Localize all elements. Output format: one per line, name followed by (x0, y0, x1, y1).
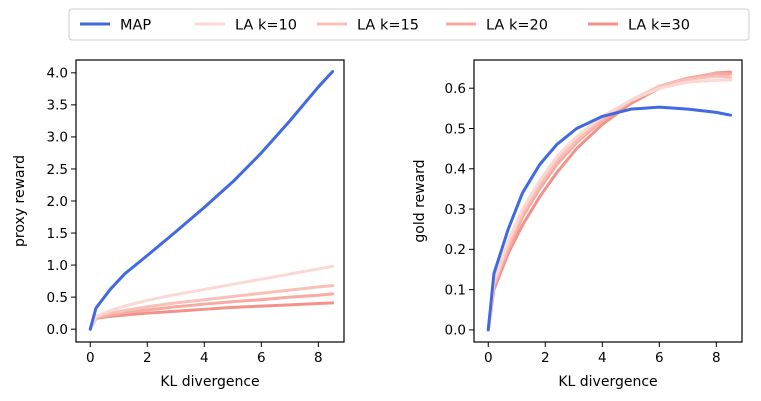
legend-frame (68, 8, 750, 41)
series-group (88, 70, 335, 331)
y-tick-label: 3.5 (47, 98, 68, 114)
y-tick-label: 4.0 (47, 66, 68, 82)
line-la-k-20 (88, 292, 335, 331)
y-tick-label: 0.6 (445, 81, 466, 97)
y-tick-label: 0.0 (47, 322, 68, 338)
x-tick-label: 8 (712, 350, 721, 366)
line-la-k-10 (486, 78, 733, 332)
y-tick-label: 0.5 (445, 121, 466, 137)
line-la-k-10 (88, 264, 335, 331)
y-tick-label: 2.0 (47, 194, 68, 210)
y-tick-label: 3.0 (47, 130, 68, 146)
x-axis-label: KL divergence (558, 374, 657, 390)
x-tick-label: 0 (484, 350, 493, 366)
x-tick-label: 6 (257, 350, 266, 366)
y-tick-label: 2.5 (47, 162, 68, 178)
y-tick-label: 0.5 (47, 290, 68, 306)
y-axis-label: proxy reward (12, 155, 28, 247)
legend-label-map: MAP (120, 18, 151, 34)
proxy-reward-panel: 0 2 4 6 8 0.0 0.5 1.0 1.5 2.0 2.5 3.0 3.5 4.0 KL diver… (12, 59, 345, 390)
x-axis-label: KL divergence (160, 374, 259, 390)
x-tick-label: 4 (598, 350, 607, 366)
y-tick-label: 1.0 (47, 258, 68, 274)
y-tick-label: 0.0 (445, 323, 466, 339)
y-tick-label: 0.1 (445, 282, 466, 298)
legend: MAP LA k=10 LA k=15 LA k=20 LA k=30 (68, 8, 750, 41)
line-map (88, 70, 335, 331)
x-tick-label: 2 (541, 350, 550, 366)
gold-reward-panel: 0 2 4 6 8 0.0 0.1 0.2 0.3 0.4 0.5 0.6 KL divergence g… (412, 59, 743, 390)
y-tick-label: 0.4 (445, 162, 466, 178)
x-tick-label: 6 (655, 350, 664, 366)
x-tick-label: 2 (143, 350, 152, 366)
legend-label-la-k-20: LA k=20 (486, 18, 548, 34)
x-tick-label: 8 (314, 350, 323, 366)
y-tick-label: 1.5 (47, 226, 68, 242)
line-la-k-15 (88, 284, 335, 331)
line-map (486, 105, 733, 332)
x-tick-label: 0 (86, 350, 95, 366)
legend-label-la-k-30: LA k=30 (628, 18, 690, 34)
x-tick-label: 4 (200, 350, 209, 366)
y-tick-label: 0.2 (445, 242, 466, 258)
legend-label-la-k-15: LA k=15 (357, 18, 419, 34)
y-axis-label: gold reward (412, 159, 428, 242)
legend-label-la-k-10: LA k=10 (235, 18, 297, 34)
plot-frame (473, 59, 743, 343)
series-group (486, 70, 733, 332)
y-tick-label: 0.3 (445, 202, 466, 218)
